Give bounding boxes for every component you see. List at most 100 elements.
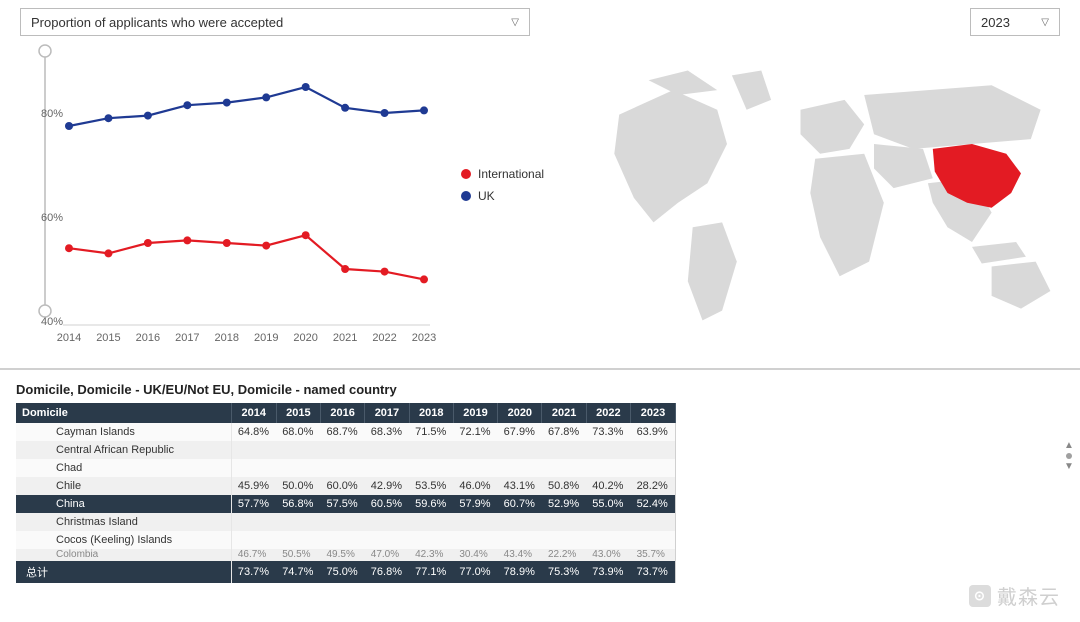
cell-value: 40.2% — [586, 477, 630, 495]
cell-value — [276, 441, 320, 459]
cell-value — [631, 441, 676, 459]
scroll-up-icon[interactable]: ▲ — [1064, 440, 1074, 451]
cell-value: 59.6% — [409, 495, 453, 513]
cell-value — [586, 531, 630, 549]
metric-dropdown-label: Proportion of applicants who were accept… — [31, 15, 283, 30]
table-row[interactable]: Cocos (Keeling) Islands — [16, 531, 676, 549]
cell-total-value: 74.7% — [276, 561, 320, 583]
col-domicile[interactable]: Domicile — [16, 403, 231, 423]
cell-value: 43.4% — [498, 549, 542, 561]
cell-value — [365, 513, 409, 531]
col-year[interactable]: 2022 — [586, 403, 630, 423]
cell-value — [453, 459, 497, 477]
svg-text:2020: 2020 — [293, 332, 317, 344]
col-year[interactable]: 2018 — [409, 403, 453, 423]
col-year[interactable]: 2021 — [542, 403, 586, 423]
cell-value: 52.9% — [542, 495, 586, 513]
cell-value: 68.7% — [320, 423, 364, 441]
col-year[interactable]: 2020 — [498, 403, 542, 423]
table-caption: Domicile, Domicile - UK/EU/Not EU, Domic… — [16, 382, 1064, 397]
table-row[interactable]: Cayman Islands64.8%68.0%68.7%68.3%71.5%7… — [16, 423, 676, 441]
cell-value: 43.0% — [586, 549, 630, 561]
cell-value — [586, 459, 630, 477]
cell-value: 60.5% — [365, 495, 409, 513]
data-table[interactable]: Domicile20142015201620172018201920202021… — [16, 403, 676, 583]
cell-value — [320, 441, 364, 459]
cell-value — [276, 531, 320, 549]
cell-value — [365, 441, 409, 459]
scroll-thumb[interactable] — [1066, 453, 1072, 459]
svg-text:2017: 2017 — [175, 332, 199, 344]
cell-value — [320, 531, 364, 549]
cell-value — [365, 459, 409, 477]
cell-value — [231, 531, 276, 549]
cell-value: 63.9% — [631, 423, 676, 441]
cell-value: 73.3% — [586, 423, 630, 441]
cell-value — [453, 441, 497, 459]
cell-value — [231, 441, 276, 459]
svg-text:2018: 2018 — [215, 332, 239, 344]
svg-text:2022: 2022 — [372, 332, 396, 344]
year-dropdown[interactable]: 2023 ▽ — [970, 8, 1060, 36]
chevron-down-icon: ▽ — [511, 17, 519, 28]
cell-value: 46.0% — [453, 477, 497, 495]
cell-value — [542, 513, 586, 531]
year-dropdown-label: 2023 — [981, 15, 1010, 30]
cell-value — [542, 441, 586, 459]
cell-domicile: Cocos (Keeling) Islands — [16, 531, 231, 549]
svg-text:40%: 40% — [41, 316, 63, 328]
cell-value: 50.0% — [276, 477, 320, 495]
col-year[interactable]: 2016 — [320, 403, 364, 423]
table-row[interactable]: China57.7%56.8%57.5%60.5%59.6%57.9%60.7%… — [16, 495, 676, 513]
svg-text:60%: 60% — [41, 212, 63, 224]
svg-text:2019: 2019 — [254, 332, 278, 344]
table-row[interactable]: Christmas Island — [16, 513, 676, 531]
table-row[interactable]: Chad — [16, 459, 676, 477]
col-year[interactable]: 2015 — [276, 403, 320, 423]
cell-value: 46.7% — [231, 549, 276, 561]
cell-value: 60.0% — [320, 477, 364, 495]
table-row[interactable]: Colombia46.7%50.5%49.5%47.0%42.3%30.4%43… — [16, 549, 676, 561]
cell-value — [586, 441, 630, 459]
cell-value: 68.3% — [365, 423, 409, 441]
svg-text:2014: 2014 — [57, 332, 81, 344]
cell-value: 67.9% — [498, 423, 542, 441]
cell-value: 57.7% — [231, 495, 276, 513]
cell-value: 42.9% — [365, 477, 409, 495]
cell-value: 47.0% — [365, 549, 409, 561]
col-year[interactable]: 2019 — [453, 403, 497, 423]
metric-dropdown[interactable]: Proportion of applicants who were accept… — [20, 8, 530, 36]
cell-value — [453, 531, 497, 549]
cell-value: 28.2% — [631, 477, 676, 495]
cell-domicile: Cayman Islands — [16, 423, 231, 441]
table-row[interactable]: Central African Republic — [16, 441, 676, 459]
col-year[interactable]: 2023 — [631, 403, 676, 423]
cell-value — [498, 459, 542, 477]
cell-value: 57.5% — [320, 495, 364, 513]
cell-total-value: 78.9% — [498, 561, 542, 583]
cell-domicile: Colombia — [16, 549, 231, 561]
col-year[interactable]: 2017 — [365, 403, 409, 423]
cell-value — [320, 459, 364, 477]
svg-text:80%: 80% — [41, 108, 63, 120]
cell-value: 72.1% — [453, 423, 497, 441]
cell-total-value: 75.3% — [542, 561, 586, 583]
cell-value: 22.2% — [542, 549, 586, 561]
world-map[interactable] — [580, 38, 1070, 348]
table-row[interactable]: Chile45.9%50.0%60.0%42.9%53.5%46.0%43.1%… — [16, 477, 676, 495]
cell-total-value: 73.7% — [231, 561, 276, 583]
watermark-text: 戴森云 — [997, 581, 1060, 610]
cell-value — [586, 513, 630, 531]
cell-value: 57.9% — [453, 495, 497, 513]
cell-value — [453, 513, 497, 531]
cell-value: 60.7% — [498, 495, 542, 513]
cell-value: 53.5% — [409, 477, 453, 495]
cell-domicile: Chile — [16, 477, 231, 495]
cell-total-value: 77.1% — [409, 561, 453, 583]
cell-value — [409, 531, 453, 549]
scroll-down-icon[interactable]: ▼ — [1064, 461, 1074, 472]
cell-value — [498, 441, 542, 459]
col-year[interactable]: 2014 — [231, 403, 276, 423]
table-scrollbar[interactable]: ▲ ▼ — [1062, 440, 1076, 480]
cell-value — [231, 513, 276, 531]
